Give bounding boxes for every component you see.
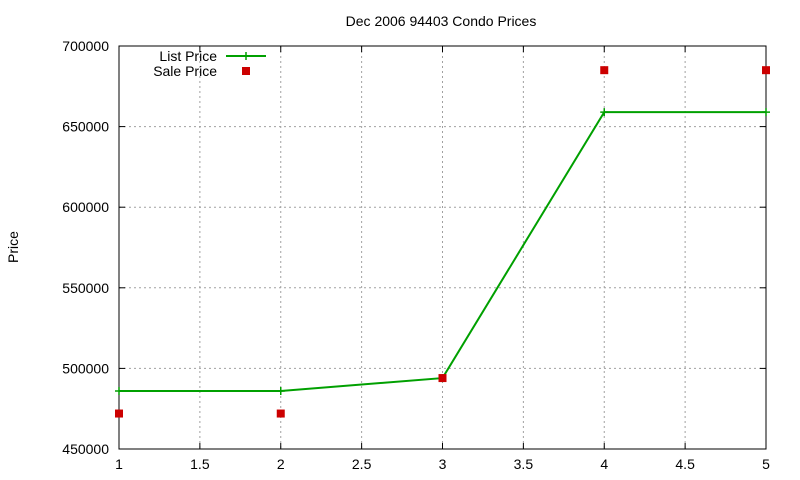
square-point xyxy=(115,409,123,418)
y-tick-label: 600000 xyxy=(62,199,109,215)
x-tick-label: 3 xyxy=(439,456,447,472)
y-tick-label: 450000 xyxy=(62,441,109,457)
square-point xyxy=(276,409,285,418)
ticks: 1 1.5 2 2.5 3 3.5 4 4.5 5 450000 500000 550000 60000… xyxy=(62,38,770,472)
y-tick-label: 500000 xyxy=(62,360,109,376)
series-sale-price xyxy=(115,66,770,418)
plus-point xyxy=(600,108,609,117)
grid xyxy=(119,46,766,449)
plus-point xyxy=(276,386,285,395)
plus-point xyxy=(762,108,770,117)
x-tick-label: 1.5 xyxy=(190,456,210,472)
series xyxy=(115,66,770,418)
y-tick-label: 550000 xyxy=(62,280,109,296)
y-tick-label: 650000 xyxy=(62,119,109,135)
x-tick-label: 2.5 xyxy=(352,456,372,472)
x-tick-label: 4.5 xyxy=(675,456,695,472)
x-tick-label: 4 xyxy=(600,456,608,472)
legend-entry: Sale Price xyxy=(153,63,250,79)
square-point xyxy=(438,374,447,383)
square-point xyxy=(600,66,609,75)
y-tick-label: 700000 xyxy=(62,38,109,54)
plus-point xyxy=(115,386,123,395)
x-tick-label: 5 xyxy=(762,456,770,472)
square-point xyxy=(762,66,770,75)
x-tick-label: 2 xyxy=(277,456,285,472)
x-tick-label: 1 xyxy=(115,456,123,472)
y-axis-label: Price xyxy=(5,231,21,263)
legend-entry: List Price xyxy=(159,48,266,64)
legend-square-sample xyxy=(242,67,250,75)
x-tick-label: 3.5 xyxy=(514,456,534,472)
chart-title: Dec 2006 94403 Condo Prices xyxy=(346,13,537,29)
legend-plus-sample xyxy=(242,52,250,60)
legend-label: Sale Price xyxy=(153,63,217,79)
legend-label: List Price xyxy=(159,48,217,64)
